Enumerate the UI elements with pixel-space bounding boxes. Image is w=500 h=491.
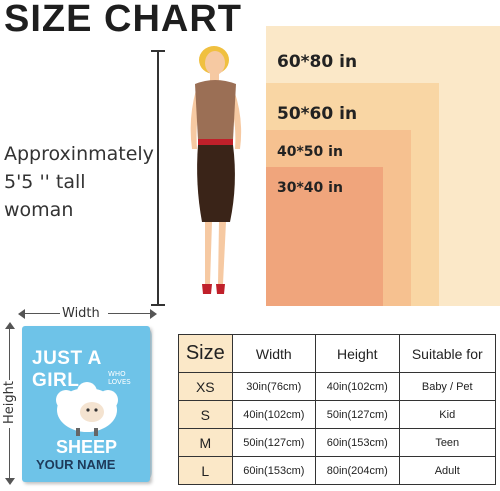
height-line: [9, 328, 10, 380]
table-row: S 40in(102cm) 50in(127cm) Kid: [178, 400, 496, 429]
header-height: Height: [315, 334, 400, 373]
size-block-label: 40*50 in: [277, 144, 343, 160]
width-line: [108, 313, 152, 314]
blanket-text-line1: JUST A GIRL: [32, 348, 102, 391]
width-label: Width: [62, 306, 100, 321]
cell-height: 80in(204cm): [315, 456, 400, 485]
cell-height: 50in(127cm): [315, 400, 400, 429]
blanket-preview: JUST A GIRL WHO LOVES SHEEP YOUR NAME: [22, 326, 150, 482]
header-width: Width: [231, 334, 317, 373]
cell-width: 50in(127cm): [231, 428, 317, 457]
height-marker-top: [151, 50, 165, 52]
sheep-icon: [56, 382, 118, 436]
table-row: XS 30in(76cm) 40in(102cm) Baby / Pet: [178, 372, 496, 401]
size-block-label: 60*80 in: [277, 52, 358, 72]
woman-illustration: [190, 46, 242, 294]
table-header-row: Size Width Height Suitable for: [178, 334, 496, 373]
caption-line-2: 5'5 '' tall woman: [4, 171, 86, 221]
cell-height: 40in(102cm): [315, 372, 400, 401]
size-block-30x40: [266, 167, 383, 306]
height-marker-bottom: [151, 304, 165, 306]
arrow-up-icon: [5, 322, 15, 329]
size-block-label: 30*40 in: [277, 180, 343, 196]
blanket-text-line2: WHO LOVES: [108, 370, 131, 386]
height-marker-line: [157, 50, 159, 305]
page-title: SIZE CHART: [4, 0, 242, 40]
blanket-text-line4: YOUR NAME: [36, 457, 116, 472]
arrow-left-icon: [18, 309, 25, 319]
cell-suitable: Kid: [398, 400, 496, 429]
table-row: L 60in(153cm) 80in(204cm) Adult: [178, 456, 496, 485]
cell-size: S: [178, 400, 233, 429]
height-line: [9, 428, 10, 480]
table-row: M 50in(127cm) 60in(153cm) Teen: [178, 428, 496, 457]
cell-size: M: [178, 428, 233, 457]
cell-height: 60in(153cm): [315, 428, 400, 457]
arrow-right-icon: [150, 309, 157, 319]
width-line: [22, 313, 60, 314]
cell-suitable: Teen: [398, 428, 496, 457]
caption-line-1: Approxinmately: [4, 143, 154, 165]
cell-width: 40in(102cm): [231, 400, 317, 429]
blanket-text-line3: SHEEP: [56, 437, 118, 457]
header-suitable: Suitable for: [398, 334, 496, 373]
cell-size: XS: [178, 372, 233, 401]
arrow-down-icon: [5, 478, 15, 485]
cell-width: 30in(76cm): [231, 372, 317, 401]
size-table: Size Width Height Suitable for XS 30in(7…: [178, 334, 496, 485]
size-block-label: 50*60 in: [277, 104, 358, 124]
cell-suitable: Adult: [398, 456, 496, 485]
cell-suitable: Baby / Pet: [398, 372, 496, 401]
height-label: Height: [1, 381, 17, 424]
cell-width: 60in(153cm): [231, 456, 317, 485]
woman-height-caption: Approxinmately 5'5 '' tall woman: [4, 140, 154, 224]
cell-size: L: [178, 456, 233, 485]
header-size: Size: [178, 334, 233, 373]
